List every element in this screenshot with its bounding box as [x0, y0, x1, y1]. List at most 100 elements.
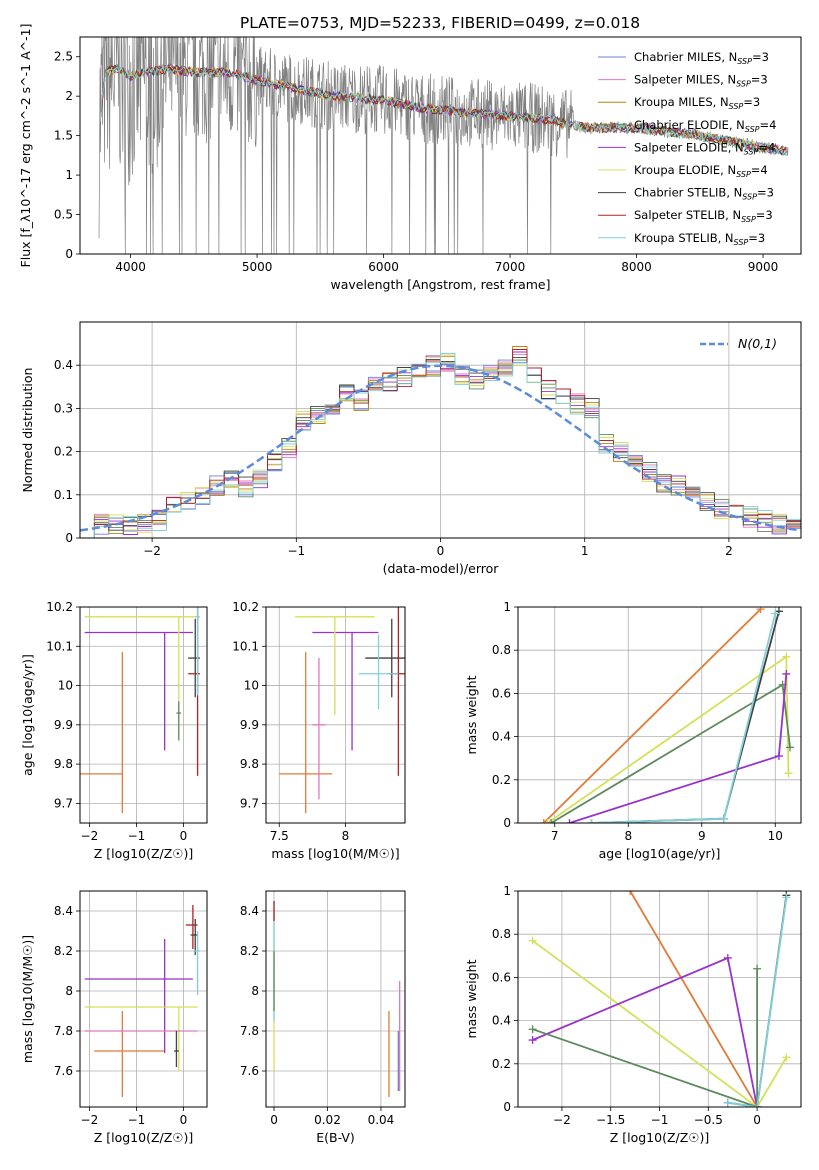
spectrum-legend: Chabrier MILES, NSSP=3 Salpeter MILES, NS…	[598, 50, 776, 247]
weight-point-marker	[771, 609, 780, 618]
axes-frame	[265, 606, 406, 824]
x-axis-label: (data-model)/error	[383, 561, 500, 576]
legend-entry: Chabrier STELIB, NSSP=3	[634, 186, 774, 202]
legend-entry: Chabrier MILES, NSSP=3	[634, 50, 769, 66]
panel-age_vs_z: −2 −1 0 9.7 9.8 9.9 10 10.1 10.2 Z [log10(Z/Z☉)] a…	[20, 600, 208, 861]
weight-point-marker	[626, 891, 635, 895]
x-tick-label: 0	[180, 829, 188, 843]
weight-point-marker	[723, 953, 732, 962]
weight-series-line	[532, 968, 758, 1107]
y-tick-label: 8	[65, 984, 73, 998]
x-tick-label: 10	[768, 829, 783, 843]
legend-entry: Kroupa STELIB, NSSP=3	[634, 231, 765, 247]
weight-point-marker	[753, 964, 762, 973]
plot-area	[98, 37, 789, 254]
y-tick-label: 10.1	[46, 639, 73, 653]
x-tick-label: −1	[651, 1113, 669, 1127]
weight-series-line	[546, 654, 790, 823]
y-tick-label: 0.5	[54, 208, 73, 222]
weight-point-marker	[587, 819, 596, 823]
x-tick-label: 9	[698, 829, 706, 843]
y-tick-label: 9.8	[54, 757, 73, 771]
axes-frame	[79, 890, 208, 1108]
y-tick-label: 10	[58, 679, 73, 693]
weight-series-line	[591, 611, 780, 823]
x-tick-label: 8	[624, 829, 632, 843]
legend-entry: N(0,1)	[738, 336, 777, 351]
y-tick-label: 0.6	[492, 970, 511, 984]
weight-point-marker	[774, 752, 783, 761]
y-tick-label: 9.9	[240, 718, 259, 732]
y-tick-label: 0.4	[54, 358, 73, 372]
model-spectrum-line	[99, 64, 788, 156]
y-axis-label: Flux [f_λ10^-17 erg cm^-2 s^-1 A^-1]	[18, 24, 33, 268]
weight-point-marker	[784, 769, 793, 778]
weight-point-marker	[528, 936, 537, 945]
axes-frame	[79, 321, 802, 539]
axes-frame	[517, 890, 802, 1108]
y-tick-label: 7.6	[240, 1064, 259, 1078]
x-tick-label: 2	[725, 544, 733, 558]
weight-point-marker	[756, 607, 765, 614]
x-tick-label: −1.5	[596, 1113, 625, 1127]
y-tick-label: 8	[251, 984, 259, 998]
y-tick-label: 0.3	[54, 401, 73, 415]
y-tick-label: 1.5	[54, 129, 73, 143]
x-tick-label: 7000	[495, 260, 526, 274]
weight-point-marker	[547, 819, 556, 823]
x-axis-label: E(B-V)	[316, 1130, 355, 1145]
weight-point-marker	[719, 814, 728, 823]
panel-mass_vs_ebv: 0 0.02 0.04 7.6 7.8 8 8.2 8.4 E(B-V)	[240, 890, 406, 1145]
y-tick-label: 7.8	[240, 1024, 259, 1038]
weight-point-marker	[782, 893, 791, 902]
weight-point-marker	[782, 652, 791, 661]
axes-frame	[517, 606, 802, 824]
y-tick-label: 0	[503, 1100, 511, 1114]
y-tick-label: 7.6	[54, 1064, 73, 1078]
panel-weight_vs_z: −2 −1.5 −1 −0.5 0 0 0.2 0.4 0.6 0.8 1 Z [log10(Z/Z☉…	[464, 884, 802, 1145]
weight-series-line	[543, 608, 762, 823]
y-axis-label: age [log10(age/yr)]	[20, 654, 35, 776]
y-tick-label: 10	[244, 679, 259, 693]
y-axis-label: mass weight	[464, 675, 479, 754]
x-tick-label: 0.02	[314, 1113, 341, 1127]
y-tick-label: 1	[503, 600, 511, 614]
legend-entry: Chabrier ELODIE, NSSP=4	[634, 118, 776, 134]
weight-point-marker	[539, 819, 548, 823]
y-tick-label: 10.1	[232, 639, 259, 653]
y-tick-label: 8.2	[54, 944, 73, 958]
weight-point-marker	[723, 1098, 732, 1107]
x-tick-label: 6000	[368, 260, 399, 274]
y-tick-label: 9.7	[240, 796, 259, 810]
figure-title: PLATE=0753, MJD=52233, FIBERID=0499, z=0…	[240, 14, 640, 32]
x-tick-label: −2	[81, 1113, 99, 1127]
y-tick-label: 8.4	[54, 904, 73, 918]
panel-residuals: −2 −1 0 1 2 0 0.1 0.2 0.3 0.4 (data-model)/error No…	[20, 321, 802, 576]
weight-point-marker	[543, 819, 552, 823]
x-tick-label: 8000	[621, 260, 652, 274]
y-tick-label: 8.2	[240, 944, 259, 958]
panel-weight_vs_age: 7 8 9 10 0 0.2 0.4 0.6 0.8 1 age [log10(age/yr)] ma…	[464, 600, 802, 861]
y-tick-label: 7.8	[54, 1024, 73, 1038]
weight-series-line	[532, 939, 788, 1107]
plot-area	[273, 901, 401, 1097]
y-tick-label: 0.2	[54, 445, 73, 459]
weight-point-marker	[782, 669, 791, 678]
plot-area	[528, 891, 791, 1107]
y-tick-label: 2.5	[54, 50, 73, 64]
y-axis-label: mass [log10(M/M☉)]	[20, 935, 35, 1063]
legend-entry: Kroupa ELODIE, NSSP=4	[634, 163, 768, 179]
weight-series-line	[591, 613, 777, 823]
y-tick-label: 10.2	[232, 600, 259, 614]
x-tick-label: 0	[180, 1113, 188, 1127]
x-axis-label: Z [log10(Z/Z☉)]	[610, 1130, 710, 1145]
y-tick-label: 9.9	[54, 718, 73, 732]
y-axis-label: mass weight	[464, 959, 479, 1038]
x-tick-label: −2	[81, 829, 99, 843]
x-axis-label: age [log10(age/yr)]	[599, 846, 721, 861]
x-tick-label: 0	[270, 1113, 278, 1127]
y-tick-label: 10.2	[46, 600, 73, 614]
legend-entry: Salpeter MILES, NSSP=3	[634, 73, 768, 89]
plot-area	[80, 346, 801, 538]
